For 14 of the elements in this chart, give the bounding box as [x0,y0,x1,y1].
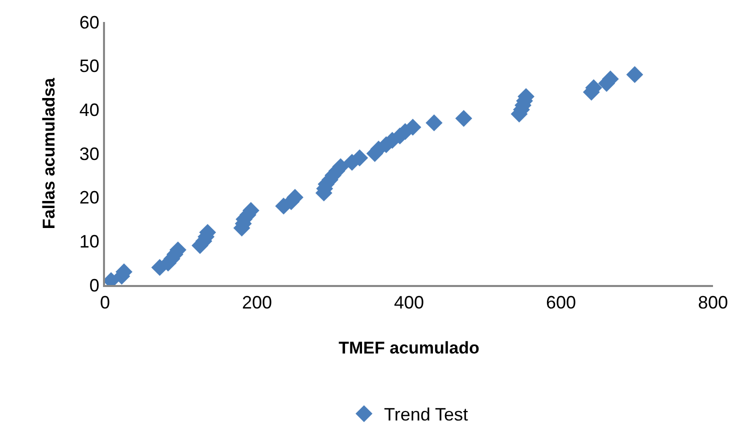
y-tick-label: 60 [79,12,100,32]
y-tick-label: 0 [89,275,100,296]
x-tick-label: 400 [394,292,424,313]
y-tick-label: 20 [79,188,100,208]
y-tick-label: 30 [79,144,100,164]
x-tick-label: 200 [242,292,272,313]
legend-label: Trend Test [384,404,468,425]
x-tick-label: 800 [698,292,728,313]
y-axis-title: Fallas acumuladsa [39,77,58,230]
x-tick-label: 600 [546,292,576,313]
y-tick-label: 10 [79,231,100,252]
y-tick-label: 40 [79,100,100,120]
y-tick-label: 50 [79,56,100,76]
x-axis-title: TMEF acumulado [338,338,480,358]
